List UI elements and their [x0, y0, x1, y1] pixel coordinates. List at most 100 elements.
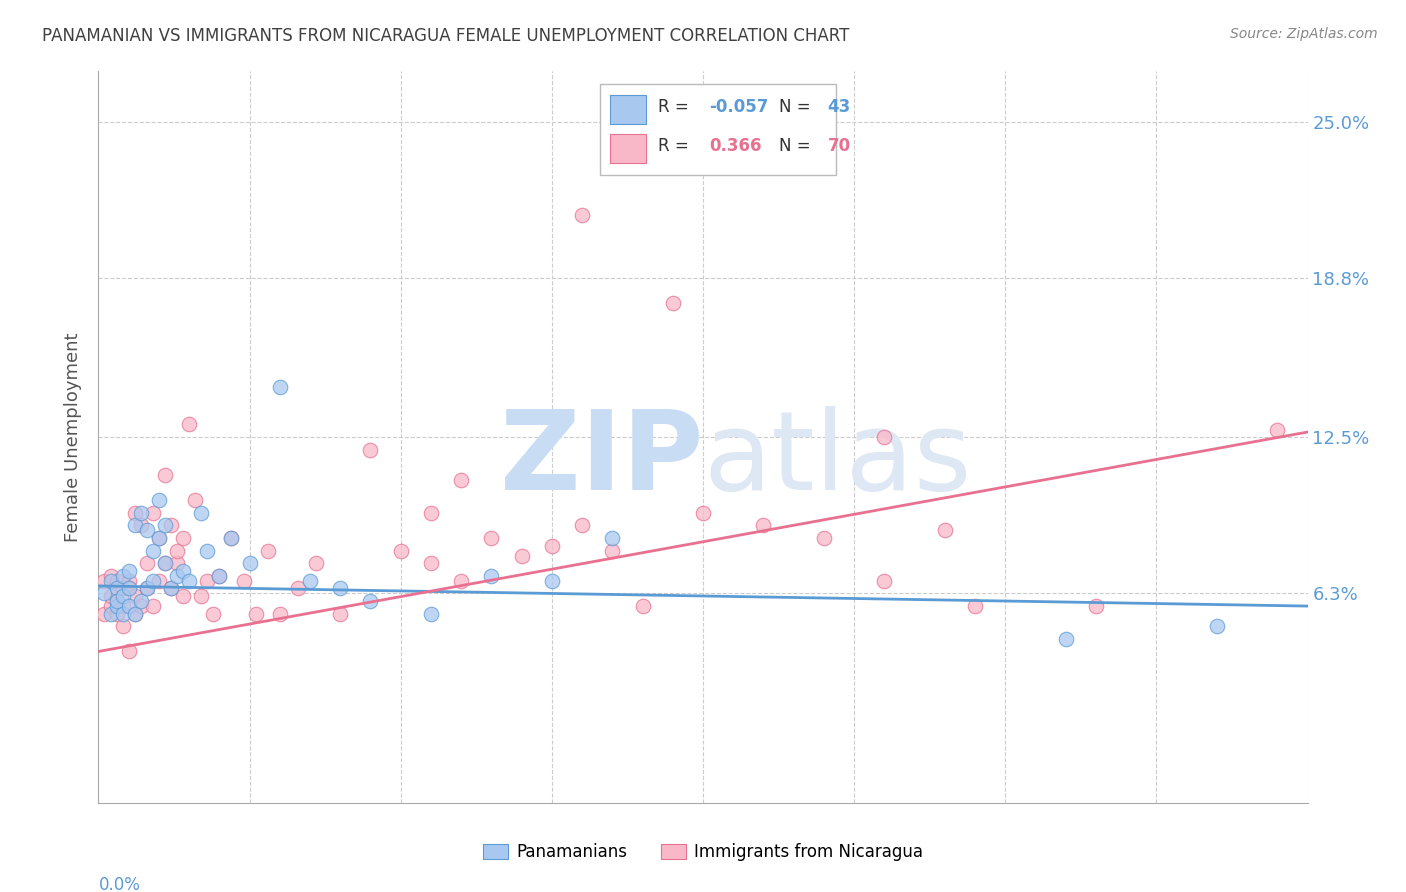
Point	[873, 430, 896, 444]
Text: ZIP: ZIP	[499, 406, 703, 513]
Point	[124, 607, 146, 621]
Point	[153, 518, 176, 533]
Point	[93, 574, 115, 588]
Point	[105, 599, 128, 613]
Point	[245, 607, 267, 621]
Text: 43: 43	[828, 98, 851, 116]
Point	[105, 594, 128, 608]
Point	[172, 564, 194, 578]
Point	[420, 506, 443, 520]
Point	[160, 518, 183, 533]
Text: -0.057: -0.057	[709, 98, 769, 116]
Point	[105, 582, 128, 596]
Y-axis label: Female Unemployment: Female Unemployment	[65, 333, 83, 541]
Point	[129, 594, 152, 608]
Point	[208, 569, 231, 583]
Point	[287, 582, 309, 596]
Point	[153, 556, 176, 570]
Point	[934, 524, 956, 538]
Point	[510, 549, 533, 563]
Point	[153, 467, 176, 482]
Point	[179, 574, 201, 588]
Point	[166, 556, 188, 570]
Point	[190, 506, 212, 520]
Text: R =: R =	[658, 98, 695, 116]
Point	[873, 574, 896, 588]
Point	[129, 506, 152, 520]
Text: N =: N =	[779, 137, 815, 155]
Point	[135, 582, 157, 596]
Point	[118, 582, 141, 596]
Point	[118, 599, 141, 613]
Point	[172, 589, 194, 603]
Point	[1054, 632, 1077, 646]
Point	[208, 569, 231, 583]
Point	[1267, 423, 1289, 437]
FancyBboxPatch shape	[610, 134, 647, 163]
FancyBboxPatch shape	[600, 84, 837, 175]
Point	[360, 442, 382, 457]
Point	[965, 599, 987, 613]
Point	[184, 493, 207, 508]
Point	[160, 582, 183, 596]
Point	[540, 574, 562, 588]
Point	[118, 564, 141, 578]
Point	[129, 518, 152, 533]
Point	[269, 379, 291, 393]
Point	[142, 543, 165, 558]
Point	[124, 506, 146, 520]
Point	[571, 518, 593, 533]
Point	[100, 589, 122, 603]
Point	[142, 506, 165, 520]
Point	[202, 607, 225, 621]
Point	[661, 296, 683, 310]
Point	[135, 556, 157, 570]
Point	[299, 574, 322, 588]
Point	[153, 556, 176, 570]
Point	[124, 589, 146, 603]
Text: atlas: atlas	[703, 406, 972, 513]
Point	[450, 473, 472, 487]
Point	[129, 599, 152, 613]
Point	[124, 607, 146, 621]
Point	[420, 607, 443, 621]
Text: 70: 70	[828, 137, 851, 155]
Point	[1085, 599, 1108, 613]
Point	[111, 599, 134, 613]
Point	[100, 569, 122, 583]
Point	[135, 524, 157, 538]
Point	[148, 493, 170, 508]
Point	[172, 531, 194, 545]
Point	[195, 574, 218, 588]
Point	[190, 589, 212, 603]
Point	[813, 531, 835, 545]
Point	[179, 417, 201, 432]
Point	[602, 531, 624, 545]
Point	[148, 574, 170, 588]
Point	[602, 543, 624, 558]
Point	[93, 607, 115, 621]
Text: Source: ZipAtlas.com: Source: ZipAtlas.com	[1230, 27, 1378, 41]
Point	[93, 586, 115, 600]
Point	[142, 574, 165, 588]
Point	[105, 574, 128, 588]
Point	[256, 543, 278, 558]
Point	[105, 594, 128, 608]
Point	[221, 531, 243, 545]
Point	[232, 574, 254, 588]
Point	[118, 582, 141, 596]
Point	[118, 644, 141, 658]
Point	[481, 531, 503, 545]
Point	[692, 506, 714, 520]
Point	[111, 589, 134, 603]
Point	[124, 518, 146, 533]
Point	[481, 569, 503, 583]
Text: R =: R =	[658, 137, 700, 155]
Point	[105, 607, 128, 621]
Point	[166, 569, 188, 583]
FancyBboxPatch shape	[610, 95, 647, 124]
Point	[142, 599, 165, 613]
Point	[420, 556, 443, 570]
Point	[111, 582, 134, 596]
Text: N =: N =	[779, 98, 815, 116]
